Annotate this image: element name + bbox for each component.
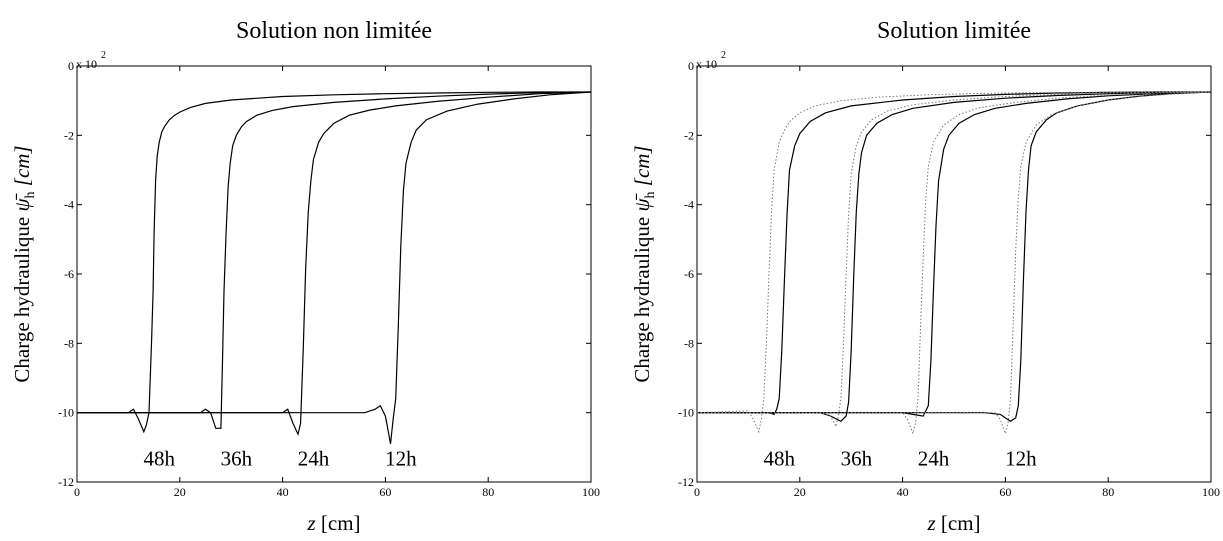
y-axis-label: Charge hydraulique ψ̄h [cm]: [10, 145, 38, 382]
y-axis-label-text: Charge hydraulique: [630, 212, 654, 383]
dotted-series-8: [697, 91, 1212, 436]
curve-label-24h: 24h: [298, 447, 330, 471]
y-tick-label: 0: [688, 59, 694, 73]
y-axis-label-unit: [cm]: [630, 145, 654, 191]
solid-series-3: [77, 91, 592, 437]
x-tick-label: 80: [482, 485, 494, 499]
x-tick-label: 100: [1202, 485, 1220, 499]
y-tick-label: -6: [684, 267, 694, 281]
y-tick-label: -8: [684, 336, 694, 350]
y-axis-label: Charge hydraulique ψ̄h [cm]: [630, 145, 658, 382]
dotted-series-7: [697, 91, 1212, 436]
x-tick-label: 60: [379, 485, 391, 499]
x-tick-label: 0: [74, 485, 80, 499]
x-axis-label-unit: [cm]: [936, 511, 981, 535]
curve-label-48h: 48h: [143, 447, 175, 471]
y-tick-label: -4: [684, 198, 694, 212]
y-axis-label-text: Charge hydraulique: [10, 212, 34, 383]
y-axis-multiplier-base: x 10: [76, 57, 97, 71]
y-axis-multiplier-exponent: 2: [101, 50, 106, 61]
x-tick-label: 80: [1102, 485, 1114, 499]
solid-series-2: [697, 91, 1212, 423]
curve-label-24h: 24h: [918, 447, 950, 471]
solid-series-3: [697, 91, 1212, 417]
curve-label-48h: 48h: [763, 447, 795, 471]
y-axis-label-subscript: h: [643, 191, 658, 198]
y-tick-label: -2: [684, 128, 694, 142]
y-axis-label-unit: [cm]: [10, 145, 34, 191]
plot-right: Solution limitée 0 20 40 60 80 100 0 -2 -4 -6 -8 -10…: [630, 18, 1220, 535]
solid-series-1: [77, 91, 591, 434]
y-tick-label: -2: [64, 128, 74, 142]
y-tick-label: -10: [58, 406, 74, 420]
chart-title: Solution limitée: [877, 18, 1031, 44]
x-tick-label: 0: [694, 485, 700, 499]
y-tick-label: 0: [68, 59, 74, 73]
chart-title: Solution non limitée: [236, 18, 432, 44]
x-tick-label: 60: [999, 485, 1011, 499]
solid-series-4: [77, 91, 592, 445]
plot-area-frame: [76, 65, 592, 483]
curve-label-12h: 12h: [1005, 447, 1037, 471]
y-tick-label: -12: [58, 475, 74, 489]
y-axis-multiplier: x 10 2: [76, 50, 106, 71]
curve-label-36h: 36h: [221, 447, 253, 471]
solid-series-2: [77, 91, 592, 429]
y-tick-label: -8: [64, 336, 74, 350]
plot-left: Solution non limitée 0 20 40 60 80 100 0 -2 -4 -6 -…: [10, 18, 600, 535]
y-axis-label-subscript: h: [23, 191, 38, 198]
y-tick-label: -6: [64, 267, 74, 281]
x-tick-label: 20: [174, 485, 186, 499]
curve-label-36h: 36h: [841, 447, 873, 471]
x-tick-label: 100: [582, 485, 600, 499]
y-axis-multiplier-exponent: 2: [721, 50, 726, 61]
x-axis-label-variable: z: [306, 511, 315, 535]
solid-series-4: [697, 91, 1212, 423]
x-axis-label: z [cm]: [926, 511, 980, 535]
dotted-series-6: [697, 91, 1212, 428]
y-tick-label: -12: [678, 475, 694, 489]
curve-label-12h: 12h: [385, 447, 417, 471]
y-axis-multiplier: x 10 2: [696, 50, 726, 71]
x-axis-label-unit: [cm]: [316, 511, 361, 535]
x-tick-label: 20: [794, 485, 806, 499]
x-tick-label: 40: [277, 485, 289, 499]
x-axis-label-variable: z: [926, 511, 935, 535]
y-tick-label: -4: [64, 198, 74, 212]
dotted-series-5: [696, 91, 1212, 434]
y-tick-label: -10: [678, 406, 694, 420]
x-axis-label: z [cm]: [306, 511, 360, 535]
y-axis-multiplier-base: x 10: [696, 57, 717, 71]
solid-series-1: [697, 91, 1211, 416]
x-tick-label: 40: [897, 485, 909, 499]
